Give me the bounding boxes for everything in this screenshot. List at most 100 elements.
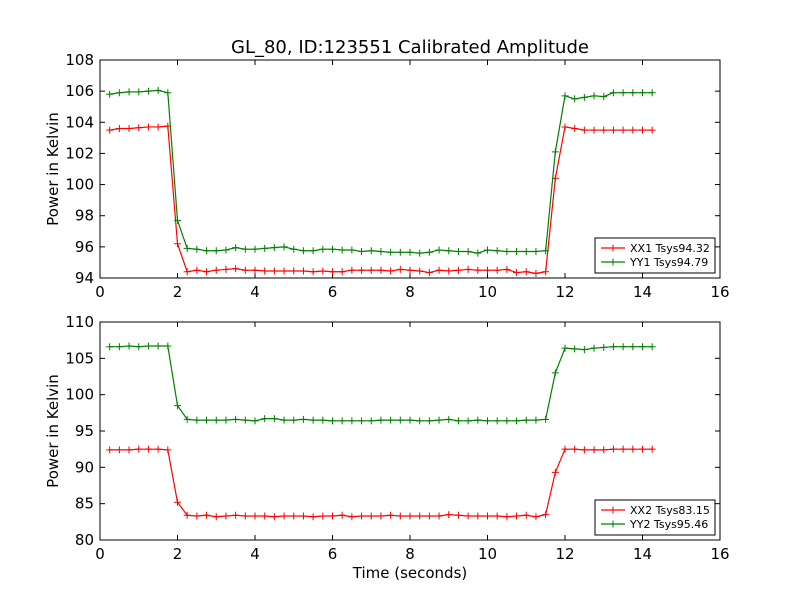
data-point — [164, 89, 172, 97]
data-point — [115, 125, 123, 133]
data-point — [454, 417, 462, 425]
x-tick-label: 4 — [250, 545, 260, 563]
data-point — [561, 92, 569, 100]
data-point — [193, 266, 201, 274]
data-point — [261, 244, 269, 252]
data-point — [290, 267, 298, 275]
data-point — [580, 446, 588, 454]
data-point — [174, 498, 181, 506]
series-1 — [106, 122, 656, 277]
data-point — [319, 416, 327, 424]
data-point — [280, 416, 288, 424]
x-axis-label: Time (seconds) — [352, 564, 468, 582]
data-point — [532, 513, 540, 521]
data-point — [590, 446, 598, 454]
legend-marker — [609, 506, 617, 514]
data-point — [561, 123, 569, 131]
data-point — [135, 445, 143, 453]
data-point — [135, 343, 143, 351]
data-point — [493, 247, 501, 255]
data-point — [348, 266, 356, 274]
y-axis-label: Power in Kelvin — [44, 374, 62, 488]
data-point — [416, 267, 424, 275]
data-point — [377, 416, 385, 424]
data-point — [435, 416, 443, 424]
x-tick-label: 2 — [173, 283, 183, 301]
data-point — [648, 89, 656, 97]
legend-label: XX2 Tsys83.15 — [630, 504, 710, 517]
data-point — [309, 247, 317, 255]
data-point — [609, 343, 617, 351]
data-point — [358, 417, 366, 425]
data-point — [639, 445, 646, 453]
legend-box — [594, 237, 716, 274]
data-point — [125, 342, 133, 350]
data-point — [445, 247, 453, 255]
data-point — [445, 415, 453, 423]
data-point — [513, 248, 521, 256]
series-2 — [106, 342, 656, 425]
data-point — [309, 513, 317, 521]
data-point — [522, 268, 530, 276]
data-point — [329, 245, 336, 253]
data-point — [125, 125, 133, 133]
data-point — [241, 245, 249, 253]
data-point — [377, 248, 385, 256]
data-point — [251, 417, 259, 425]
data-point — [503, 417, 511, 425]
data-point — [580, 346, 588, 354]
data-point — [522, 511, 530, 519]
data-point — [396, 512, 404, 520]
data-point — [144, 445, 152, 453]
data-point — [406, 512, 414, 520]
data-point — [183, 244, 191, 252]
data-point — [154, 123, 162, 131]
data-point — [115, 446, 123, 454]
data-point — [299, 415, 307, 423]
x-tick-label: 10 — [478, 545, 497, 563]
data-point — [232, 265, 240, 273]
y-tick-label: 80 — [75, 531, 94, 549]
data-point — [183, 415, 191, 423]
data-point — [367, 417, 375, 425]
data-point — [299, 512, 307, 520]
data-point — [484, 246, 491, 254]
data-point — [590, 344, 598, 352]
data-point — [377, 512, 385, 520]
x-tick-label: 10 — [478, 283, 497, 301]
data-point — [600, 93, 608, 101]
data-point — [396, 248, 404, 256]
data-point — [319, 267, 327, 275]
data-point — [241, 512, 249, 520]
data-point — [648, 343, 656, 351]
data-point — [154, 445, 162, 453]
data-point — [561, 445, 569, 453]
data-point — [532, 416, 540, 424]
data-point — [542, 247, 550, 255]
data-point — [445, 267, 453, 275]
data-point — [241, 416, 249, 424]
data-point — [474, 266, 482, 274]
data-point — [454, 511, 462, 519]
data-point — [348, 417, 356, 425]
legend-marker — [609, 244, 617, 252]
x-tick-label: 6 — [328, 283, 338, 301]
data-point — [348, 246, 356, 254]
data-point — [600, 446, 608, 454]
data-point — [629, 343, 637, 351]
data-point — [174, 402, 181, 410]
data-point — [338, 246, 346, 254]
bottom-plot: 0 2 4 6 8 10 12 14 16 80 85 90 95 100 105 110 Power in K… — [44, 313, 730, 582]
y-tick-label: 104 — [65, 113, 94, 131]
data-point — [609, 89, 617, 97]
data-point — [542, 511, 550, 519]
x-tick-label: 12 — [555, 283, 574, 301]
data-point — [367, 512, 375, 520]
data-point — [484, 266, 491, 274]
data-point — [270, 415, 278, 423]
data-point — [580, 93, 588, 101]
data-point — [154, 86, 162, 94]
x-tick-label: 16 — [710, 283, 729, 301]
data-point — [513, 512, 521, 520]
